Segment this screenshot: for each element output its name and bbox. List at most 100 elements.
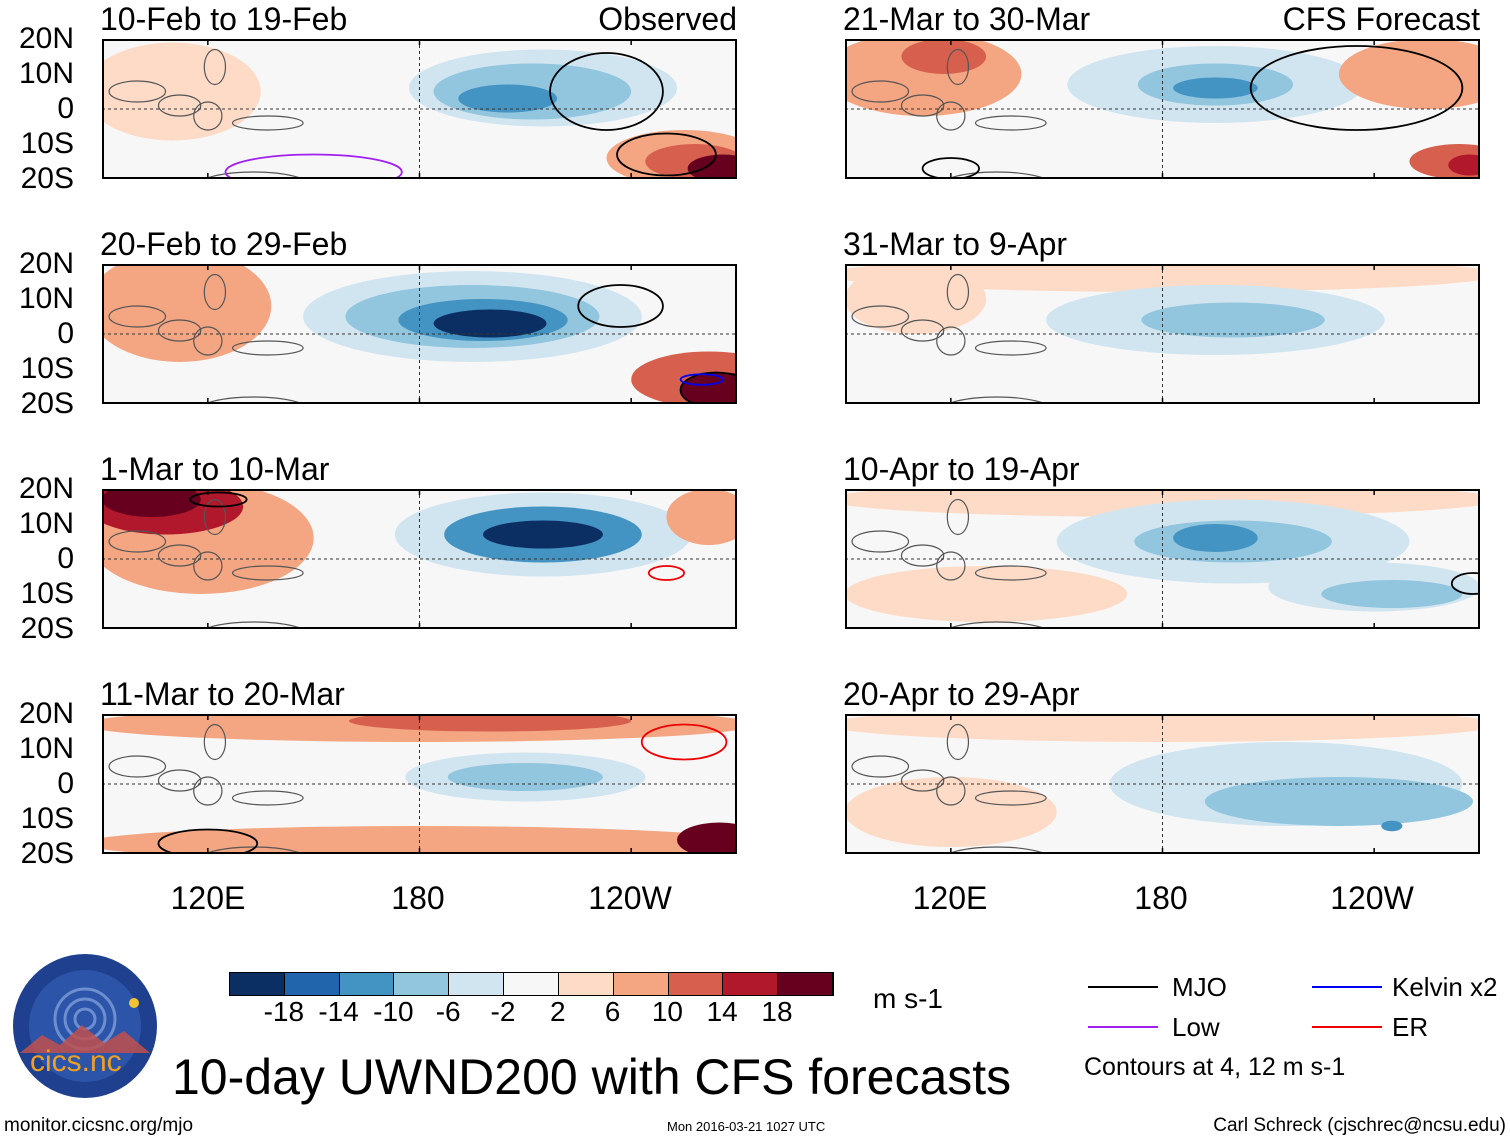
colorbar-label: -14 — [318, 996, 359, 1027]
anomaly-region — [1338, 39, 1480, 109]
coastline — [946, 846, 1048, 854]
lat-label: 10S — [20, 127, 74, 160]
wave-contour — [189, 491, 248, 508]
colorbar-label: 10 — [651, 996, 683, 1027]
lat-label: 0 — [57, 92, 74, 125]
coastline — [946, 48, 970, 86]
wave-contour — [679, 373, 724, 386]
colorbar-swatch — [449, 973, 505, 995]
panel-title: 10-Apr to 19-Apr — [843, 451, 1080, 487]
panel-frame — [845, 714, 1480, 854]
coastline — [193, 551, 223, 581]
coastline — [203, 846, 305, 854]
lon-label: 180 — [1134, 880, 1188, 916]
colorbar — [229, 972, 834, 996]
anomaly-region — [433, 309, 547, 338]
wave-contour — [1249, 45, 1464, 131]
lat-label: 0 — [57, 767, 74, 800]
map-panel — [102, 264, 737, 404]
coastline — [203, 723, 227, 761]
coastline — [900, 544, 945, 567]
colorbar-swatch — [668, 973, 724, 995]
anomaly-region — [687, 154, 737, 179]
contour-note: Contours at 4, 12 m s-1 — [1084, 1053, 1346, 1081]
coastline — [231, 790, 304, 806]
lat-label: 10N — [18, 732, 74, 765]
legend-label-kelvin: Kelvin x2 — [1392, 972, 1498, 1002]
legend-label-er: ER — [1392, 1012, 1429, 1042]
colorbar-swatch — [723, 973, 779, 995]
lon-label: 120W — [588, 880, 672, 916]
wave-contour — [577, 284, 664, 328]
coastline — [936, 551, 966, 581]
lat-label: 0 — [57, 542, 74, 575]
coastline — [231, 340, 304, 356]
anomaly-region — [1448, 154, 1480, 176]
coastline — [203, 621, 305, 629]
panel-title: 20-Apr to 29-Apr — [843, 676, 1080, 712]
anomaly-region — [1321, 580, 1463, 608]
footer-author: Carl Schreck (cjschrec@ncsu.edu) — [1213, 1115, 1506, 1136]
lat-label: 20N — [18, 472, 74, 505]
lat-label: 10S — [20, 577, 74, 610]
map-panel — [845, 489, 1480, 629]
coastline — [193, 326, 223, 356]
colorbar-swatch — [394, 973, 450, 995]
legend-line-low — [1088, 1026, 1158, 1028]
lat-label: 20S — [20, 387, 74, 420]
lat-label: 20S — [20, 162, 74, 195]
map-panel — [845, 714, 1480, 854]
colorbar-units: m s-1 — [873, 983, 943, 1014]
map-panel — [102, 714, 737, 854]
coastline — [974, 565, 1047, 581]
wave-contour — [921, 157, 980, 179]
coastline — [936, 326, 966, 356]
panel-title: 11-Mar to 20-Mar — [100, 676, 345, 712]
coastline — [108, 530, 167, 553]
anomaly-region — [458, 84, 558, 113]
legend-line-er — [1312, 1026, 1382, 1028]
coastline — [946, 723, 970, 761]
anomaly-region — [666, 489, 737, 545]
coastline — [900, 769, 945, 792]
logo-text: cics.nc — [30, 1045, 122, 1078]
panel-title: 21-Mar to 30-Mar — [843, 1, 1091, 37]
panel-frame — [102, 489, 737, 629]
coastline — [157, 94, 202, 117]
coastline — [936, 776, 966, 806]
colorbar-swatch — [613, 973, 669, 995]
wave-contour — [224, 153, 403, 179]
coastline — [851, 530, 910, 553]
colorbar-swatch — [504, 973, 559, 995]
coastline — [946, 621, 1048, 629]
coastline — [851, 80, 910, 103]
lon-label: 120E — [912, 880, 988, 916]
lat-label: 20N — [18, 22, 74, 55]
coastline — [936, 101, 966, 131]
panel-frame — [845, 489, 1480, 629]
coastline — [974, 790, 1047, 806]
coastline — [946, 498, 970, 536]
colorbar-swatch — [558, 973, 614, 995]
coastline — [900, 319, 945, 342]
coastline — [974, 115, 1047, 131]
coastline — [203, 171, 305, 179]
anomaly-region — [677, 822, 737, 854]
colorbar-swatch — [339, 973, 395, 995]
lat-label: 20S — [20, 837, 74, 870]
lat-label: 10S — [20, 352, 74, 385]
colorbar-label: 14 — [706, 996, 738, 1027]
coastline — [851, 305, 910, 328]
lon-axis-right: 120E 180 120W — [0, 882, 1510, 922]
colorbar-swatch — [230, 973, 285, 995]
figure-title: 10-day UWND200 with CFS forecasts — [172, 1049, 1012, 1105]
colorbar-swatch — [284, 973, 340, 995]
coastline — [193, 101, 223, 131]
lon-axis-left: 120E 180 120W — [0, 882, 760, 922]
coastline — [974, 340, 1047, 356]
panel-title: 10-Feb to 19-Feb — [100, 1, 348, 37]
anomaly-region — [102, 489, 201, 517]
colorbar-label: 2 — [550, 996, 566, 1027]
legend: MJO Kelvin x2 Low ER Contours at 4, 12 m… — [1080, 970, 1510, 1080]
coastline — [231, 565, 304, 581]
